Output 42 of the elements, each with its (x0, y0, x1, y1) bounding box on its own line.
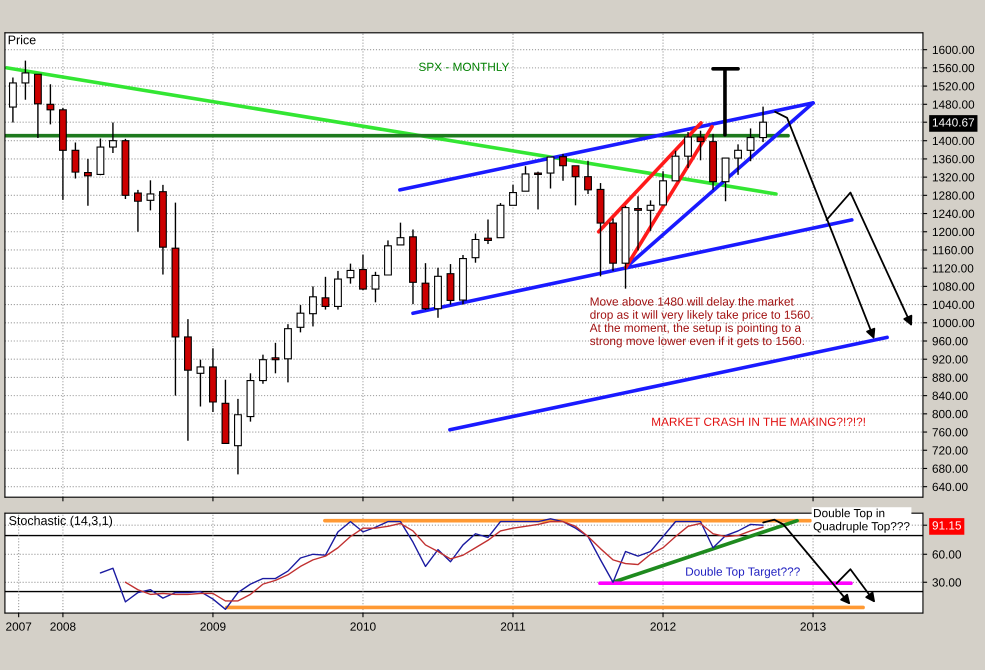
y-tick-label: 60.00 (932, 550, 962, 559)
y-tick-label: 1000.00 (932, 318, 974, 328)
x-tick-label: 2008 (50, 622, 76, 631)
y-tick-label: 1520.00 (932, 82, 974, 90)
y-tick-label: 1600.00 (932, 46, 974, 54)
annotation: Double Top in Quadruple Top??? (814, 508, 910, 533)
y-tick-label: 1320.00 (932, 173, 974, 182)
y-axis-title: Price (8, 35, 36, 44)
y-tick-label: 720.00 (932, 446, 968, 455)
y-tick-label: 640.00 (932, 482, 968, 492)
y-tick-label: 1240.00 (932, 210, 974, 218)
x-tick-label: 2013 (800, 622, 826, 631)
x-tick-label: 2011 (500, 622, 526, 631)
annotation: MARKET CRASH IN THE MAKING?!?!?! (652, 418, 865, 426)
y-tick-label: 800.00 (932, 410, 968, 418)
x-tick-label: 2007 (6, 622, 32, 631)
y-tick-label: 760.00 (932, 428, 968, 436)
y-tick-label: 1280.00 (932, 191, 974, 200)
y-tick-label: 680.00 (932, 464, 968, 473)
y-tick-label: 880.00 (932, 373, 968, 382)
y-tick-label: 1480.00 (932, 100, 974, 109)
y-tick-label: 920.00 (932, 355, 968, 364)
y-tick-label: 1200.00 (932, 228, 974, 236)
x-tick-label: 2009 (200, 622, 226, 631)
y-tick-label: 840.00 (932, 392, 968, 400)
y-tick-label: 1400.00 (932, 136, 974, 146)
y-tick-label: 1040.00 (932, 300, 974, 309)
x-tick-label: 2010 (350, 622, 376, 631)
annotation: Double Top Target??? (686, 567, 800, 578)
y-tick-label: 960.00 (932, 337, 968, 346)
y-tick-label: 1160.00 (932, 246, 974, 254)
y-tick-label: 1560.00 (932, 64, 974, 72)
y-tick-label: 1440.67 (932, 118, 974, 127)
y-tick-label: 91.15 (932, 521, 962, 530)
text: SPX - MONTHLY (418, 62, 510, 72)
y-tick-label: 1080.00 (932, 282, 974, 291)
y-tick-label: 1360.00 (932, 154, 974, 164)
chart-title: Stochastic (14,3,1) (9, 516, 112, 528)
annotation: Move above 1480 will delay the market drop as it will very likely take price to 1560. At the moment, the setup is pointing to a strong move lower even if it gets to 1560. (590, 297, 812, 348)
x-tick-label: 2012 (650, 622, 676, 631)
y-tick-label: 30.00 (932, 578, 962, 587)
y-tick-label: 1120.00 (932, 264, 974, 273)
